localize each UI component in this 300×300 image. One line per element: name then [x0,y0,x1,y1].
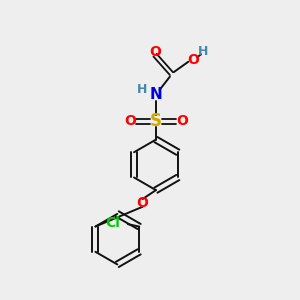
Text: N: N [150,87,162,102]
Text: Cl: Cl [105,216,120,230]
Text: H: H [136,83,147,96]
Text: O: O [176,114,188,128]
Text: S: S [150,112,162,130]
Text: O: O [149,45,161,58]
Text: O: O [187,53,199,67]
Text: O: O [124,114,136,128]
Text: O: O [136,196,148,210]
Text: H: H [198,45,208,58]
